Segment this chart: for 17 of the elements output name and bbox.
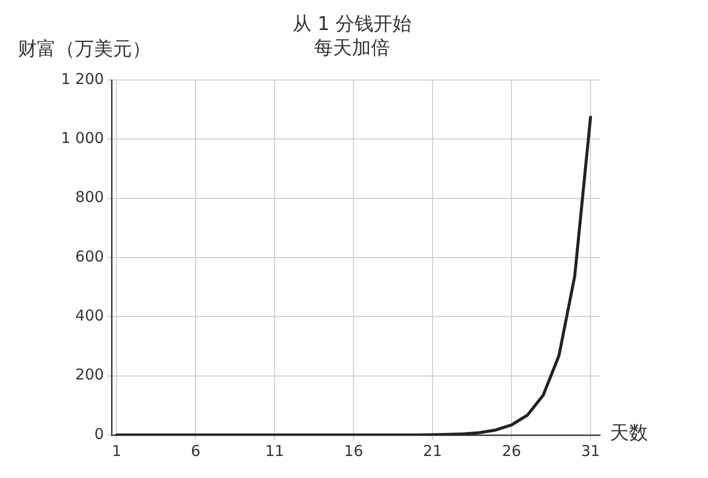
- y-tick-label: 800: [75, 188, 104, 206]
- x-tick-label: 31: [580, 442, 600, 460]
- y-tick-label: 0: [94, 424, 104, 443]
- y-tick-label: 400: [75, 306, 104, 325]
- x-tick-label: 16: [344, 442, 364, 460]
- y-tick-label: 1 200: [60, 70, 104, 88]
- x-tick-label: 1: [112, 442, 122, 460]
- y-tick-label: 600: [75, 247, 104, 266]
- chart-title: 从 1 分钱开始每天加倍: [291, 12, 413, 60]
- x-tick-label: 6: [190, 442, 200, 460]
- x-tick-label: 21: [423, 442, 442, 460]
- x-tick-label: 26: [502, 442, 522, 460]
- y-tick-label: 200: [75, 366, 104, 384]
- y-tick-label: 1 000: [60, 129, 104, 148]
- y-axis-title: 财富（万美元）: [18, 37, 151, 62]
- x-axis-title: 天数: [610, 421, 648, 446]
- x-tick-label: 11: [265, 442, 284, 460]
